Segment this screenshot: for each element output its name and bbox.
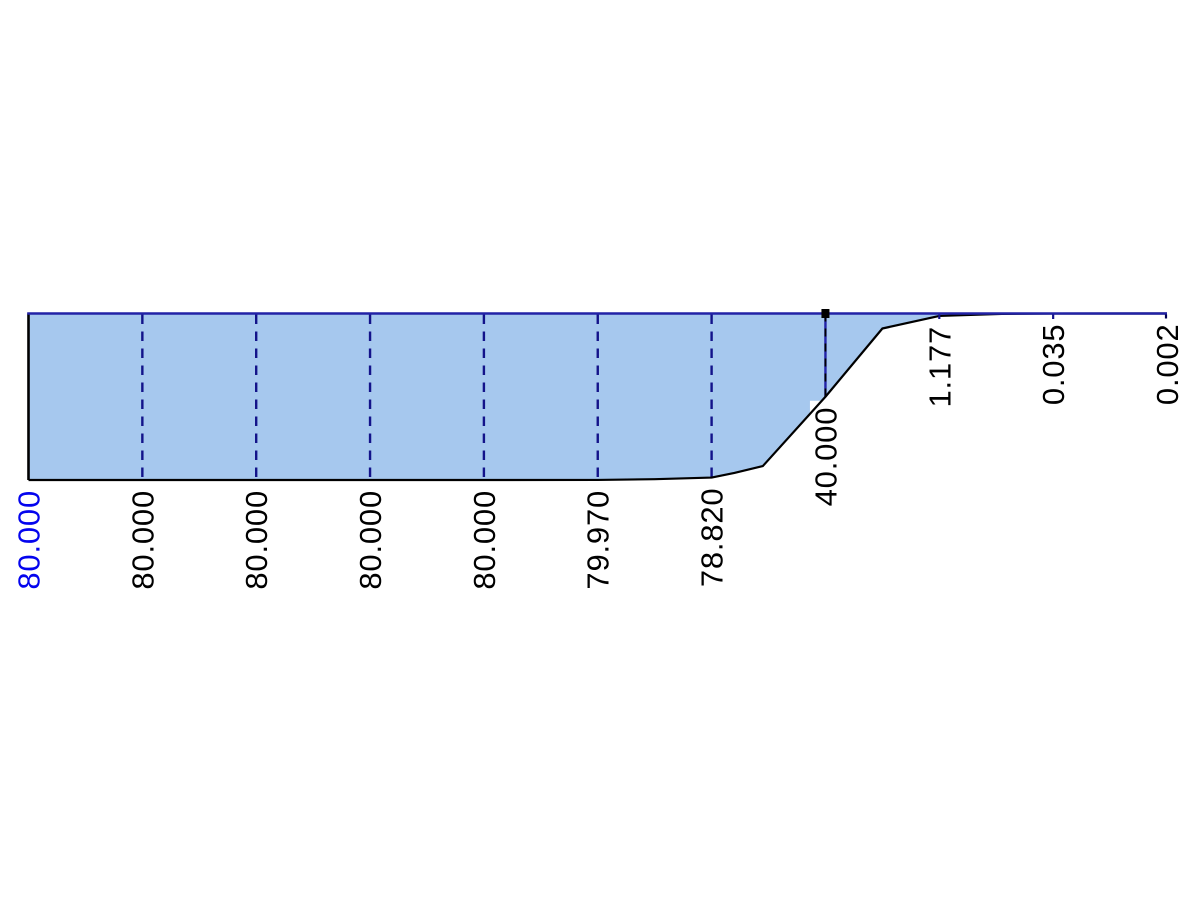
value-label: 79.970 [581, 490, 616, 590]
value-label: 40.000 [808, 407, 843, 507]
value-label: 80.000 [467, 490, 502, 590]
value-label: 80.000 [12, 490, 47, 590]
value-label: 1.177 [922, 326, 957, 408]
profile-curve [28, 312, 1168, 482]
value-label: 0.002 [1150, 324, 1185, 406]
area-fill [28, 313, 1167, 480]
marker-square [821, 309, 830, 318]
value-label: 80.000 [239, 490, 274, 590]
label-background [809, 400, 842, 520]
value-label: 78.820 [695, 488, 730, 588]
value-label: 80.000 [353, 490, 388, 590]
value-label: 0.035 [1036, 324, 1071, 406]
value-label: 80.000 [125, 490, 160, 590]
